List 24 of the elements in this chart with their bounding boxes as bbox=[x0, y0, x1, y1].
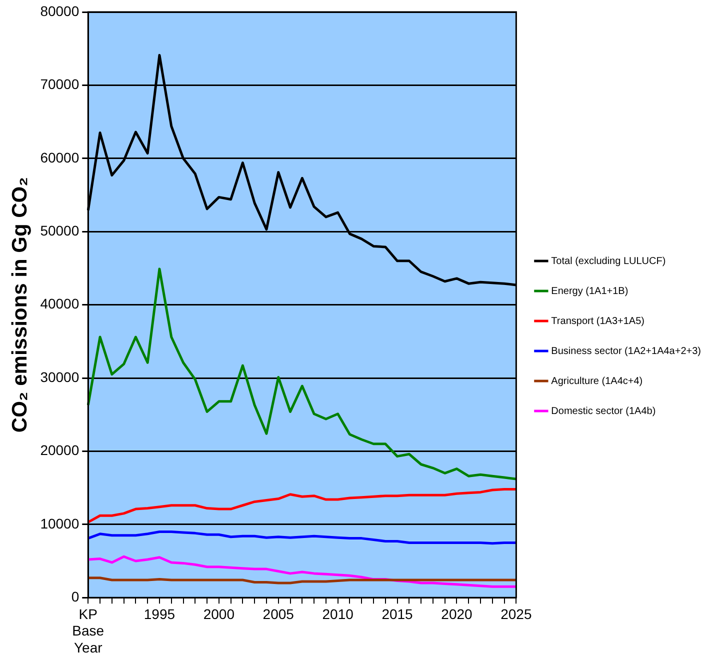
y-axis-title: CO₂ emissions in Gg CO₂ bbox=[8, 177, 32, 433]
y-tick-label: 80000 bbox=[40, 2, 80, 19]
legend-label: Business sector (1A2+1A4a+2+3) bbox=[551, 346, 702, 357]
y-tick-label: 50000 bbox=[40, 222, 80, 238]
y-tick-label: 40000 bbox=[40, 296, 80, 312]
x-tick-label: 2000 bbox=[203, 606, 235, 622]
x-tick-label: 2005 bbox=[262, 606, 294, 622]
x-tick-label: 2020 bbox=[441, 606, 473, 622]
legend-label: Agriculture (1A4c+4) bbox=[551, 376, 643, 387]
y-tick-label: 60000 bbox=[40, 149, 80, 166]
x-tick-label: 2010 bbox=[322, 606, 354, 622]
legend-label: Energy (1A1+1B) bbox=[551, 286, 628, 297]
legend-label: Total (excluding LULUCF) bbox=[551, 256, 666, 267]
x-tick-label: KP Base Year bbox=[72, 606, 104, 656]
x-tick-label: 2015 bbox=[382, 606, 414, 622]
y-tick-label: 70000 bbox=[40, 76, 80, 92]
legend-label: Transport (1A3+1A5) bbox=[551, 316, 644, 327]
y-tick-label: 30000 bbox=[40, 368, 80, 385]
x-tick-label: 2025 bbox=[500, 606, 532, 622]
legend-label: Domestic sector (1A4b) bbox=[551, 406, 656, 417]
y-tick-label: 0 bbox=[71, 588, 80, 604]
x-tick-label: 1995 bbox=[144, 606, 176, 622]
y-tick-label: 20000 bbox=[40, 442, 80, 458]
y-tick-label: 10000 bbox=[40, 515, 80, 532]
